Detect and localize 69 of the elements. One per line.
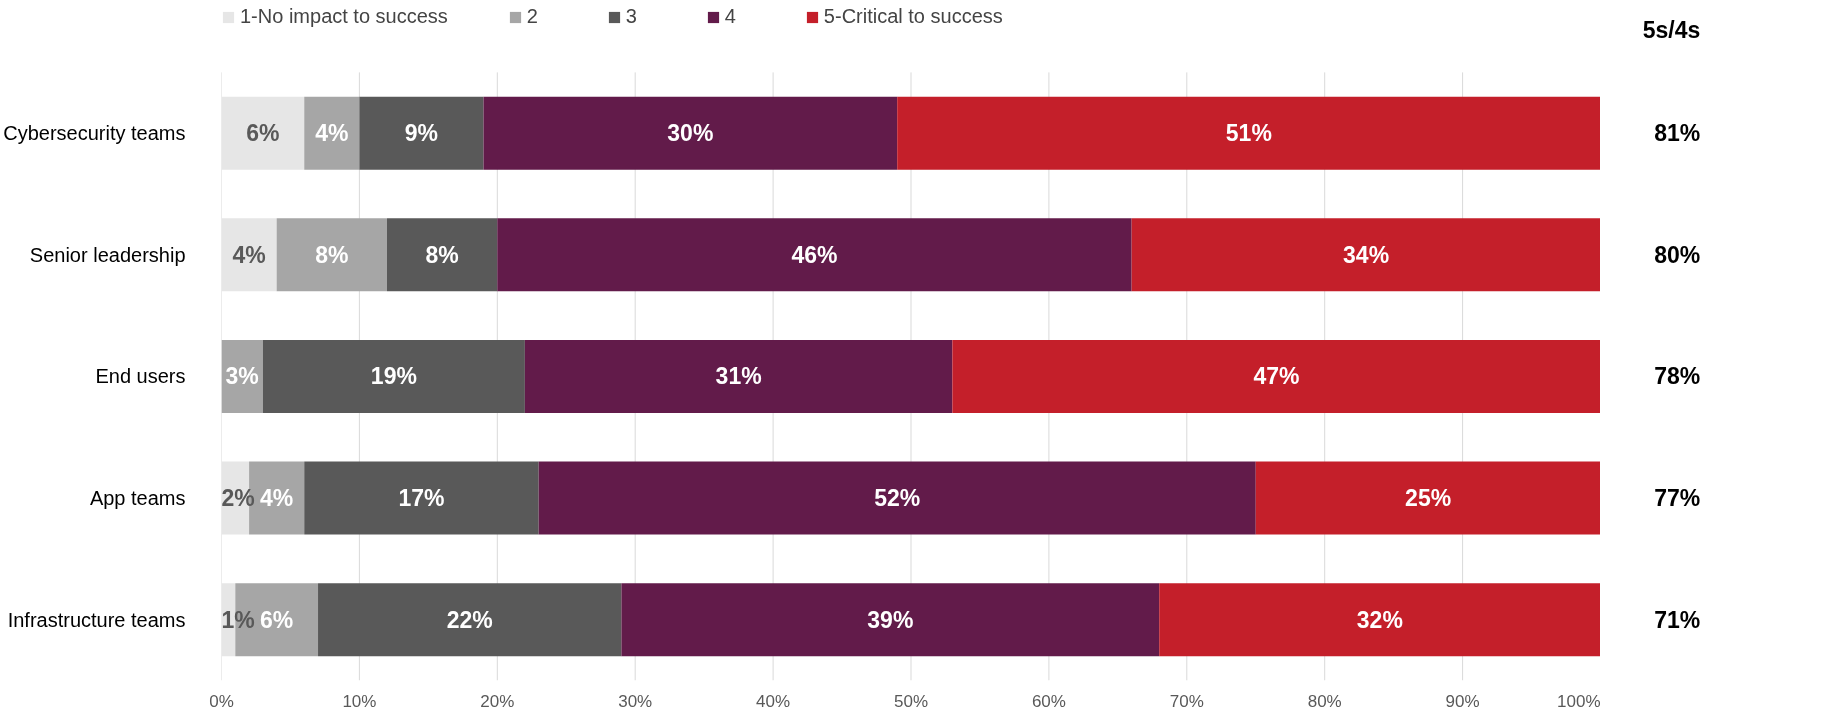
bar: [621, 583, 1160, 657]
x-tick-label: 90%: [1445, 691, 1480, 711]
y-tick-label: End users: [95, 365, 186, 388]
bar: [1255, 461, 1600, 535]
text: 80%: [1654, 241, 1701, 268]
bar: [497, 218, 1132, 292]
bar: [897, 96, 1600, 170]
bar: [359, 96, 484, 170]
x-tick-label: 60%: [1031, 691, 1066, 711]
data-label: 4%: [260, 485, 294, 512]
y-tick-label: App teams: [89, 487, 186, 510]
data-label: 46%: [791, 241, 838, 268]
bar: [221, 218, 277, 292]
x-tick-label: 10%: [342, 691, 377, 711]
x-tick-label: 40%: [756, 691, 791, 711]
bar: [262, 339, 525, 413]
x-tick-label: 70%: [1169, 691, 1204, 711]
data-label: 34%: [1343, 241, 1390, 268]
data-label: 51%: [1225, 120, 1272, 147]
data-label: 31%: [715, 363, 762, 390]
bar: [483, 96, 898, 170]
bar: [221, 96, 305, 170]
legend-label: 1-No impact to success: [240, 5, 448, 28]
bar: [386, 218, 498, 292]
bar: [1159, 583, 1600, 657]
data-label: 19%: [370, 363, 417, 390]
data-label: 4%: [315, 120, 349, 147]
legend-label: 2: [526, 5, 539, 28]
data-label: 6%: [246, 120, 280, 147]
legend-label: 5-Critical to success: [823, 5, 1003, 28]
x-tick-label: 50%: [893, 691, 929, 711]
x-tick-label: 30%: [618, 691, 653, 711]
data-label: 39%: [867, 606, 914, 633]
text: 5s/4s: [1642, 16, 1701, 43]
data-label: 47%: [1253, 363, 1300, 390]
y-tick-label: Senior leadership: [29, 243, 186, 266]
data-label: 8%: [425, 241, 459, 268]
legend-label: 4: [724, 5, 737, 28]
x-tick-label: 20%: [480, 691, 515, 711]
text: 77%: [1654, 485, 1701, 512]
x-tick-label: 80%: [1307, 691, 1342, 711]
data-label: 4%: [232, 241, 266, 268]
data-label: 6%: [260, 606, 294, 633]
data-label: 9%: [404, 120, 439, 147]
data-label: 8%: [315, 241, 349, 268]
y-tick-label: Infrastructure teams: [7, 608, 186, 631]
bar: [538, 461, 1256, 535]
bar: [318, 583, 622, 657]
data-label: 32%: [1356, 606, 1403, 633]
data-label: 52%: [874, 485, 921, 512]
data-label: 22%: [446, 606, 493, 633]
text: 71%: [1654, 606, 1701, 633]
bar: [524, 339, 953, 413]
bar: [952, 339, 1600, 413]
data-label: 25%: [1405, 485, 1452, 512]
legend-label: 3: [625, 5, 638, 28]
data-label: 30%: [667, 120, 714, 147]
bar: [304, 461, 539, 535]
data-label: 17%: [398, 485, 445, 512]
y-tick-label: Cybersecurity teams: [3, 122, 186, 145]
text: 78%: [1654, 363, 1701, 390]
data-label: 3%: [225, 363, 259, 390]
x-tick-label: 0%: [209, 691, 234, 711]
bar: [1131, 218, 1600, 292]
x-tick-label: 100%: [1557, 691, 1601, 711]
data-label: 2%: [221, 485, 255, 512]
bar: [276, 218, 387, 292]
bar: [304, 96, 360, 170]
text: 81%: [1654, 120, 1701, 147]
